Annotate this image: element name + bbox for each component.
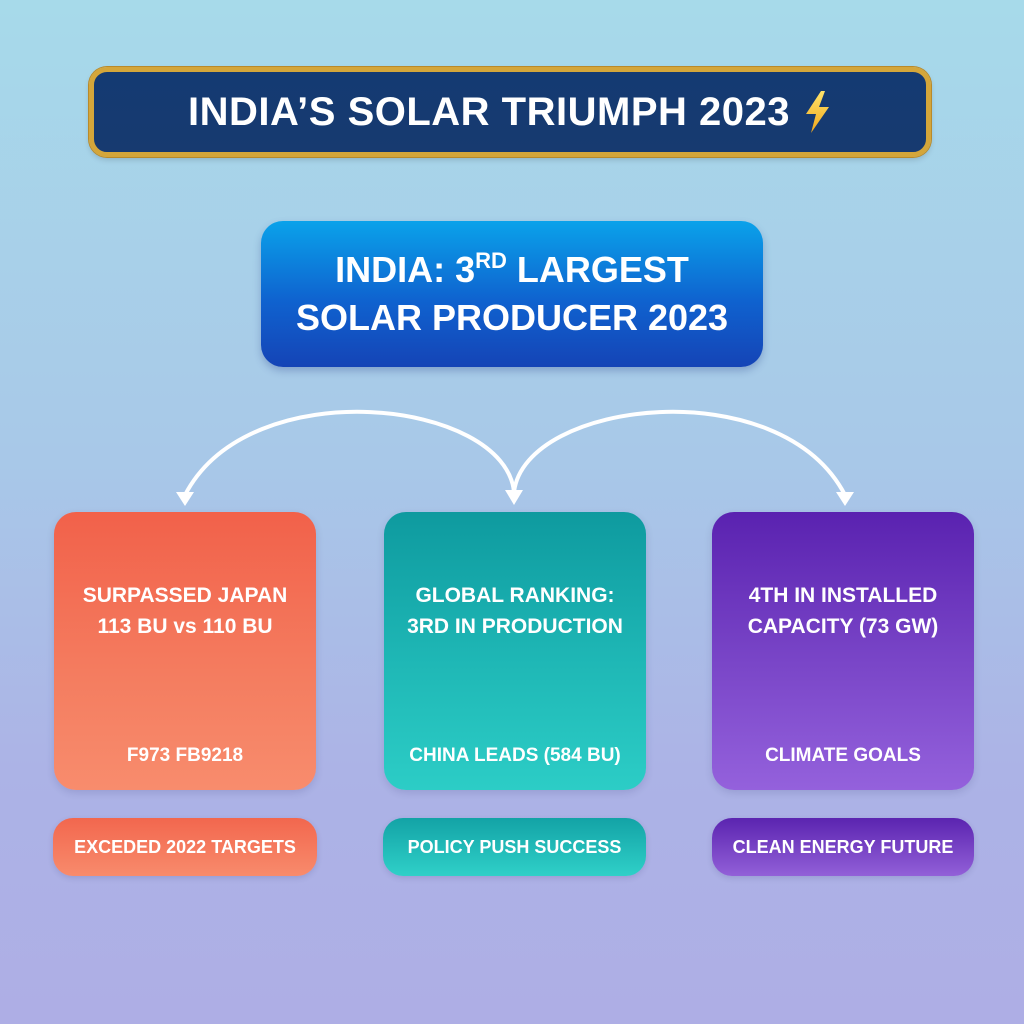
title-banner: INDIA’S SOLAR TRIUMPH 2023 — [89, 67, 931, 157]
card-surpassed-japan: SURPASSED JAPAN 113 BU vs 110 BU F973 FB… — [54, 512, 316, 790]
lightning-bolt-icon — [802, 90, 832, 134]
card-line-1: 4TH IN INSTALLED — [748, 584, 938, 607]
hero-box: INDIA: 3RD LARGEST SOLAR PRODUCER 2023 — [261, 221, 763, 367]
arrow-to-right-card — [512, 409, 847, 497]
pill-exceeded-targets: EXCEDED 2022 TARGETS — [53, 818, 317, 876]
hero-line-1-suffix: LARGEST — [506, 249, 689, 290]
hero-superscript: RD — [475, 248, 507, 273]
card-main-text: 4TH IN INSTALLED CAPACITY (73 GW) — [712, 580, 974, 642]
card-line-1: GLOBAL RANKING: — [415, 584, 615, 607]
card-line-2: 113 BU vs 110 BU — [97, 615, 273, 638]
hero-line-1: INDIA: 3RD LARGEST — [335, 246, 689, 294]
hero-line-1-prefix: INDIA: 3 — [335, 249, 476, 290]
pill-clean-energy: CLEAN ENERGY FUTURE — [712, 818, 974, 876]
card-sub-text: CHINA LEADS (584 BU) — [409, 745, 621, 766]
card-line-2: 3RD IN PRODUCTION — [407, 615, 623, 638]
card-main-text: SURPASSED JAPAN 113 BU vs 110 BU — [54, 580, 316, 642]
arrowhead-center-icon — [505, 490, 523, 505]
card-sub-text: F973 FB9218 — [126, 745, 244, 766]
arrow-to-left-card — [183, 409, 516, 497]
card-main-text: GLOBAL RANKING: 3RD IN PRODUCTION — [384, 580, 646, 642]
card-global-ranking: GLOBAL RANKING: 3RD IN PRODUCTION CHINA … — [384, 512, 646, 790]
pill-policy-push: POLICY PUSH SUCCESS — [383, 818, 646, 876]
card-installed-capacity: 4TH IN INSTALLED CAPACITY (73 GW) CLIMAT… — [712, 512, 974, 790]
arrowhead-right-icon — [836, 492, 854, 506]
card-line-2: CAPACITY (73 GW) — [747, 615, 939, 638]
page-title: INDIA’S SOLAR TRIUMPH 2023 — [187, 89, 790, 134]
hero-line-2: SOLAR PRODUCER 2023 — [295, 297, 729, 338]
card-sub-text: CLIMATE GOALS — [765, 745, 921, 766]
card-line-1: SURPASSED JAPAN — [82, 584, 288, 607]
arrowhead-left-icon — [176, 492, 194, 506]
